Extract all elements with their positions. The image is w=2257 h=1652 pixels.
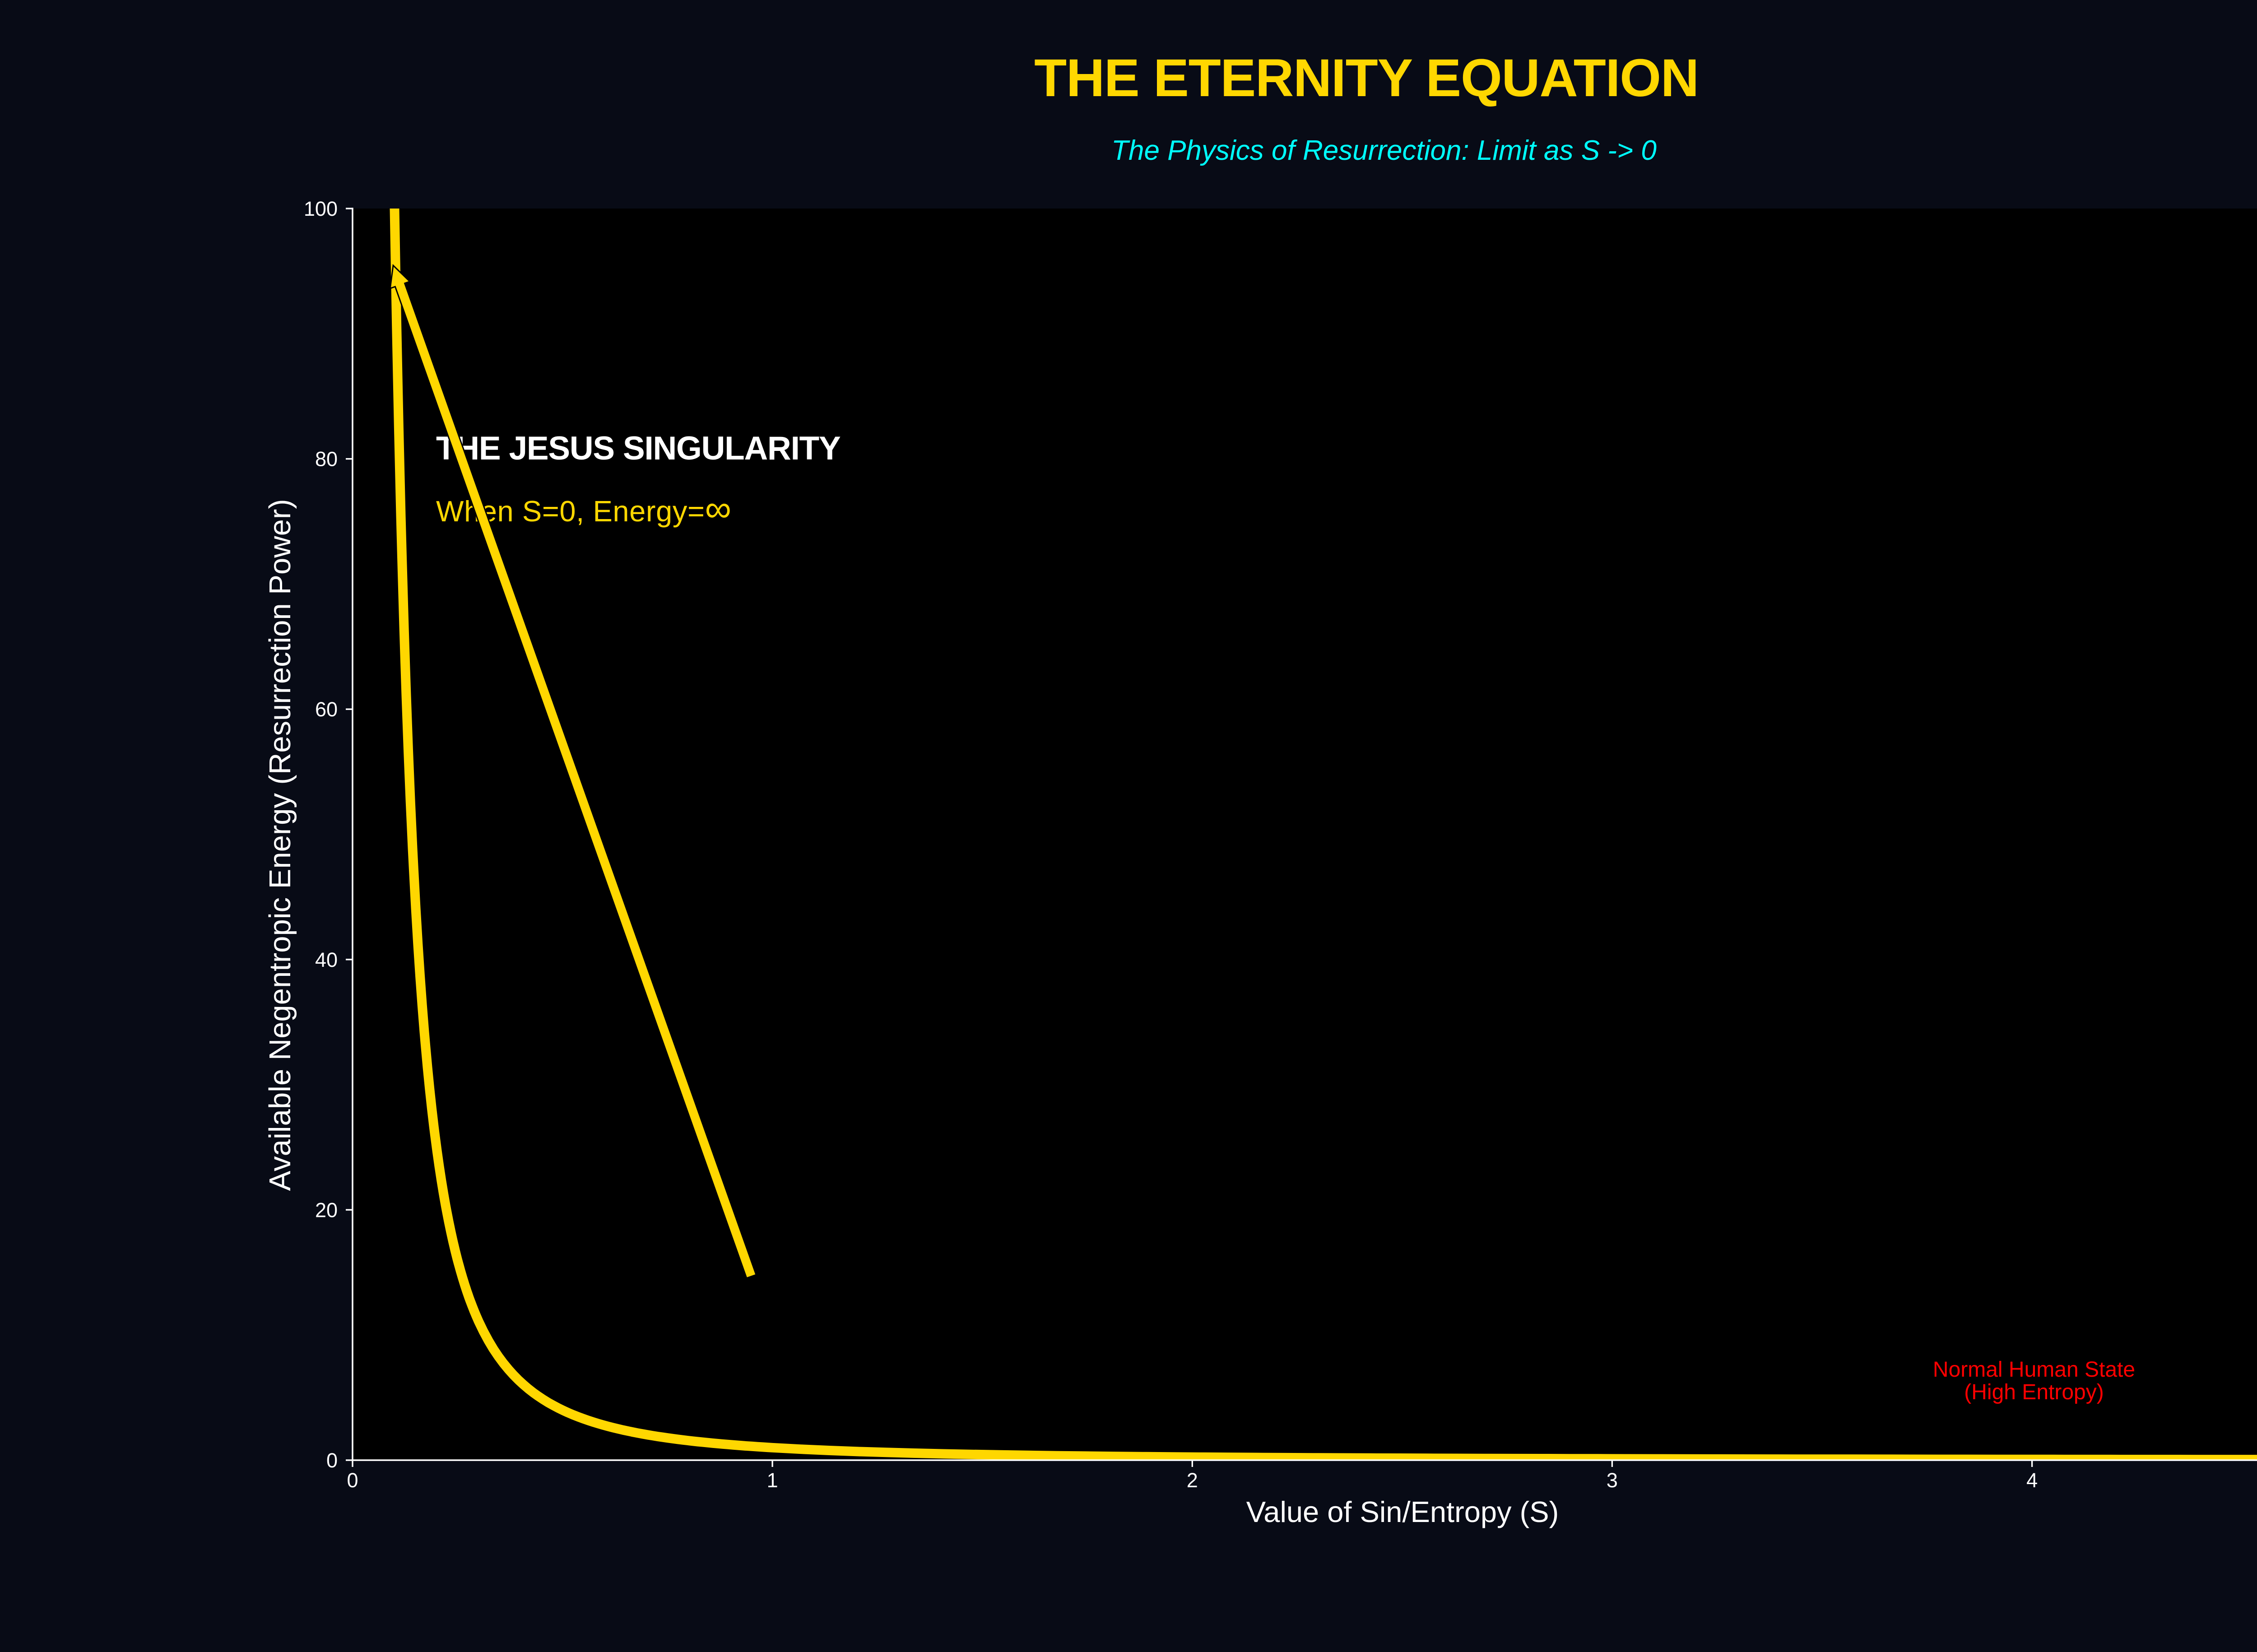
- svg-text:THE ETERNITY EQUATION: THE ETERNITY EQUATION: [1034, 48, 1699, 108]
- svg-text:3: 3: [1607, 1469, 1618, 1492]
- svg-text:40: 40: [315, 948, 338, 971]
- svg-text:Available Negentropic Energy (: Available Negentropic Energy (Resurrecti…: [263, 499, 297, 1191]
- svg-text:0: 0: [347, 1469, 358, 1492]
- svg-text:4: 4: [2026, 1469, 2038, 1492]
- svg-text:(High Entropy): (High Entropy): [1964, 1380, 2104, 1404]
- svg-text:80: 80: [315, 448, 338, 471]
- svg-text:2: 2: [1187, 1469, 1198, 1492]
- svg-text:Value of Sin/Entropy (S): Value of Sin/Entropy (S): [1246, 1495, 1559, 1528]
- svg-text:Normal Human State: Normal Human State: [1933, 1358, 2135, 1382]
- svg-text:1: 1: [767, 1469, 778, 1492]
- svg-text:20: 20: [315, 1198, 338, 1221]
- svg-text:0: 0: [326, 1449, 338, 1472]
- svg-text:60: 60: [315, 698, 338, 721]
- svg-text:100: 100: [304, 197, 338, 220]
- svg-text:THE JESUS SINGULARITY: THE JESUS SINGULARITY: [436, 430, 841, 467]
- svg-text:The Physics of Resurrection: L: The Physics of Resurrection: Limit as S …: [1111, 135, 1657, 166]
